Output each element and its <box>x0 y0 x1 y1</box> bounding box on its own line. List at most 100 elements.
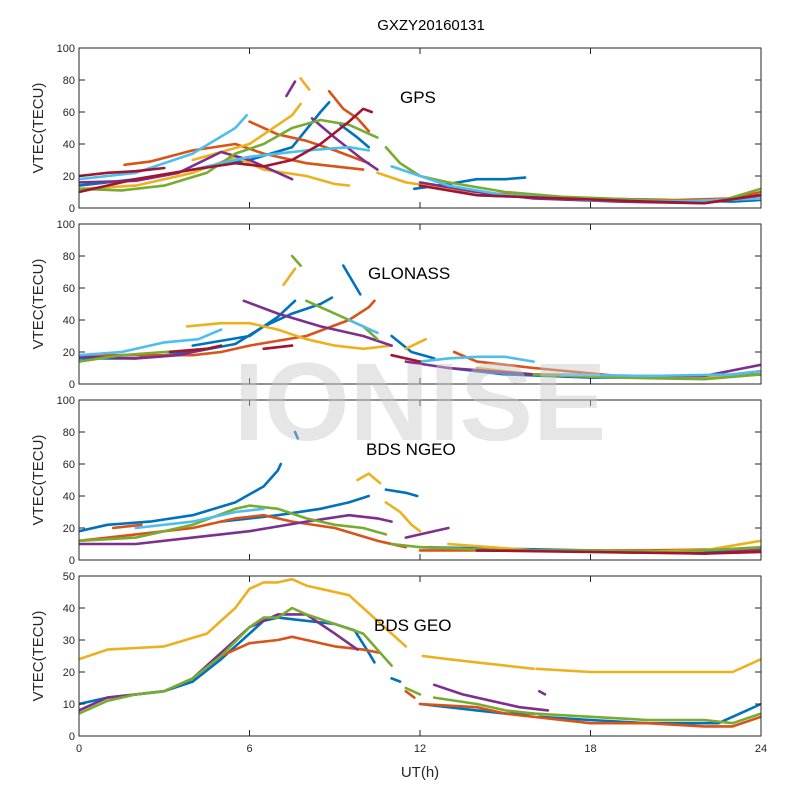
figure-title: GXZY20160131 <box>377 17 485 34</box>
axes-box <box>78 575 762 737</box>
series-line-17 <box>532 373 761 381</box>
series-line-9 <box>404 337 427 351</box>
panel-3: 0 6 12 18 24 0 10 20 30 40 50 VTEC(TECU) BDS GEO <box>30 571 767 755</box>
series-line-21 <box>79 107 373 194</box>
y-tick-label: 60 <box>63 459 75 471</box>
series-line-7 <box>185 321 393 351</box>
series-line-3 <box>538 702 761 725</box>
series-group <box>79 430 761 555</box>
series-line-18 <box>79 328 223 357</box>
x-axis-label: UT(h) <box>401 764 439 781</box>
y-axis-label: VTEC(TECU) <box>30 611 47 702</box>
y-tick-label: 100 <box>57 219 75 231</box>
y-tick-label: 50 <box>63 571 75 583</box>
series-line-10 <box>299 77 311 91</box>
series-line-20 <box>418 355 535 363</box>
series-line-6 <box>418 702 761 728</box>
series-line-7 <box>79 577 408 661</box>
series-line-14 <box>79 504 388 543</box>
series-line-5 <box>79 299 376 357</box>
y-tick-label: 80 <box>63 251 75 263</box>
series-line-0 <box>79 462 283 533</box>
series-line-8 <box>356 472 382 485</box>
series-line-16 <box>305 299 379 341</box>
y-tick-label: 40 <box>63 315 75 327</box>
series-line-3 <box>390 334 436 360</box>
panel-2: 0 20 40 60 80 100 VTEC(TECU) BDS NGEO <box>30 395 762 567</box>
series-line-8 <box>421 654 535 671</box>
series-line-14 <box>404 686 422 696</box>
series-line-19 <box>191 145 371 171</box>
series-line-14 <box>310 117 379 171</box>
series-line-22 <box>168 344 223 354</box>
y-tick-label: 100 <box>57 43 75 55</box>
series-line-21 <box>560 369 761 378</box>
x-tick-label: 18 <box>584 743 596 755</box>
x-tick-label: 0 <box>76 743 82 755</box>
series-line-9 <box>535 657 761 674</box>
series-line-6 <box>111 523 143 530</box>
y-tick-label: 20 <box>63 171 75 183</box>
series-line-1 <box>339 123 371 149</box>
series-line-1 <box>390 677 402 683</box>
x-tick-label: 12 <box>414 743 426 755</box>
y-tick-label: 60 <box>63 107 75 119</box>
series-line-4 <box>219 635 382 658</box>
series-line-11 <box>79 513 393 546</box>
y-tick-label: 40 <box>63 491 75 503</box>
series-line-2 <box>219 494 371 523</box>
series-line-23 <box>418 184 761 205</box>
y-tick-label: 20 <box>63 347 75 359</box>
series-line-2 <box>342 264 362 296</box>
y-tick-label: 10 <box>63 699 75 711</box>
y-tick-label: 20 <box>63 523 75 535</box>
y-tick-label: 40 <box>63 139 75 151</box>
series-line-18 <box>79 113 248 181</box>
series-line-4 <box>123 142 365 171</box>
panel-label: GPS <box>400 88 436 107</box>
series-line-13 <box>79 606 393 715</box>
series-line-17 <box>475 549 761 555</box>
panel-1: 0 20 40 60 80 100 VTEC(TECU) GLONASS <box>30 219 762 391</box>
series-line-12 <box>242 299 393 347</box>
series-line-12 <box>404 526 450 539</box>
series-line-13 <box>285 80 297 98</box>
y-axis-label: VTEC(TECU) <box>30 259 47 350</box>
y-tick-label: 20 <box>63 667 75 679</box>
y-tick-label: 80 <box>63 427 75 439</box>
series-line-9 <box>384 501 422 533</box>
series-line-5 <box>404 689 416 699</box>
series-line-11 <box>432 683 550 712</box>
series-line-16 <box>79 118 379 192</box>
y-tick-label: 0 <box>69 203 75 215</box>
watermark: IONISE <box>234 341 607 464</box>
series-line-15 <box>290 254 302 267</box>
y-tick-label: 0 <box>69 555 75 567</box>
series-group <box>79 77 761 205</box>
series-line-24 <box>390 353 422 363</box>
series-group <box>79 577 761 728</box>
series-line-15 <box>432 696 761 725</box>
y-tick-label: 30 <box>63 635 75 647</box>
series-line-22 <box>79 166 166 178</box>
series-line-23 <box>262 344 294 351</box>
series-line-6 <box>327 89 371 133</box>
y-tick-label: 80 <box>63 75 75 87</box>
panel-label: BDS GEO <box>374 616 451 635</box>
y-tick-label: 100 <box>57 395 75 407</box>
series-line-8 <box>282 267 297 287</box>
series-line-16 <box>134 507 265 530</box>
series-line-8 <box>79 155 351 191</box>
x-tick-label: 24 <box>755 743 767 755</box>
y-axis-label: VTEC(TECU) <box>30 83 47 174</box>
series-line-3 <box>384 488 419 498</box>
series-line-17 <box>384 145 761 203</box>
y-tick-label: 0 <box>69 379 75 391</box>
series-group <box>79 254 761 381</box>
panel-label: GLONASS <box>368 264 450 283</box>
x-tick-label: 6 <box>246 743 252 755</box>
series-line-12 <box>538 689 547 696</box>
panel-0: 0 20 40 60 80 100 VTEC(TECU) GPS <box>30 43 762 215</box>
